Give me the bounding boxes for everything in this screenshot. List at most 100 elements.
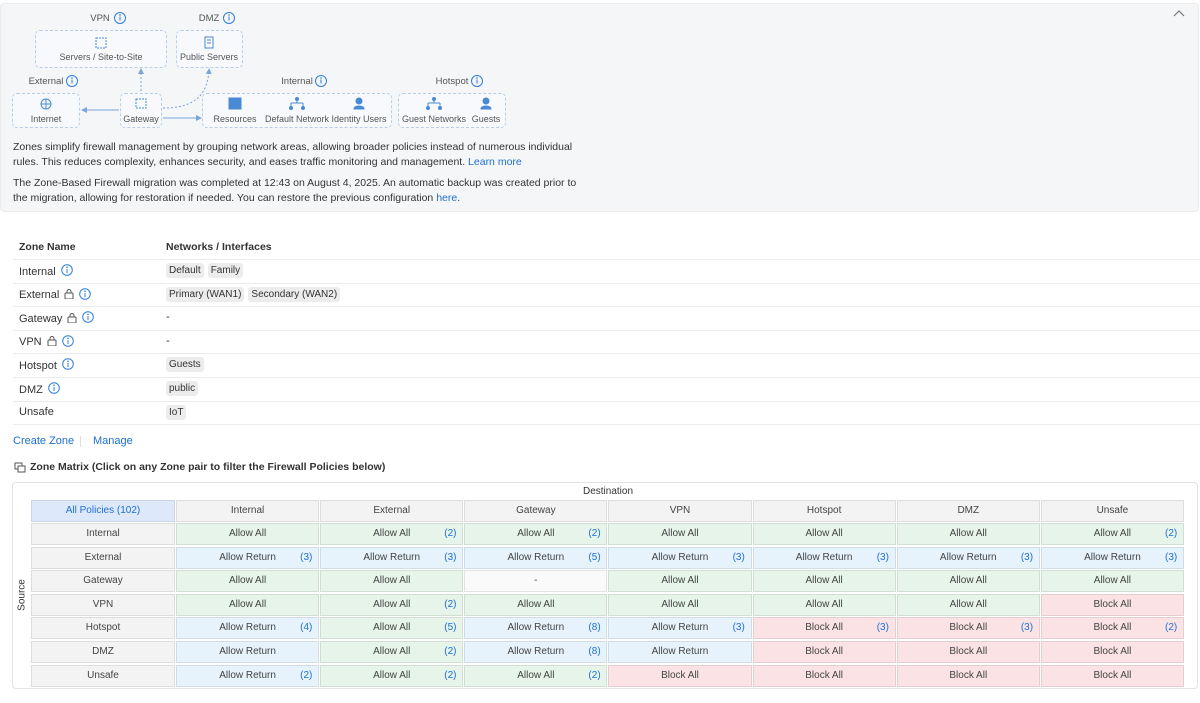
matrix-cell[interactable]: Allow All (1040, 570, 1184, 593)
row-header: Unsafe (31, 664, 175, 687)
matrix-cell[interactable]: Block All (1040, 641, 1184, 663)
matrix-cell[interactable]: - (464, 570, 608, 593)
matrix-cell[interactable]: Allow All (320, 593, 464, 616)
icon (40, 98, 52, 110)
matrix-cell[interactable]: Allow Return (752, 546, 896, 569)
network-chip: Primary (WAN1) (166, 286, 245, 302)
matrix-cell[interactable]: Allow All (320, 664, 464, 687)
zone-item: Gateway (123, 114, 159, 124)
matrix-cell[interactable]: Allow All (464, 523, 608, 545)
matrix-cell[interactable]: Allow Return (608, 617, 752, 640)
matrix-cell[interactable]: Block All (752, 617, 896, 640)
matrix-cell[interactable]: Allow All (176, 593, 320, 616)
zone-networks: Guests (166, 357, 208, 373)
zone-label: VPN (90, 13, 110, 24)
info-icon[interactable] (48, 382, 60, 397)
matrix-cell[interactable]: Allow Return (464, 546, 608, 569)
matrix-cell[interactable]: Allow All (176, 570, 320, 593)
matrix-cell[interactable]: Allow All (896, 593, 1040, 616)
zone-item: Public Servers (179, 52, 239, 62)
matrix-cell[interactable]: Allow All (608, 570, 752, 593)
info-icon[interactable] (79, 287, 92, 303)
policy-count: (2) (1165, 622, 1178, 634)
matrix-cell[interactable]: Block All (752, 641, 896, 663)
matrix-cell[interactable]: Block All (1040, 617, 1184, 640)
link[interactable]: Learn more (468, 156, 522, 168)
zone-name: DMZ (19, 383, 43, 396)
zone-label: Hotspot (435, 76, 469, 87)
matrix-cell[interactable]: Allow Return (176, 664, 320, 687)
matrix-cell[interactable]: Allow All (608, 523, 752, 545)
matrix-cell[interactable]: Allow All (1040, 523, 1184, 545)
zone-label: DMZ (198, 13, 220, 24)
zone-networks: - (166, 334, 170, 347)
info-icon[interactable] (82, 311, 95, 326)
intro-text: Zones simplify firewall management by gr… (13, 140, 583, 170)
matrix-cell[interactable]: Allow All (176, 523, 320, 545)
policy-count: (3) (876, 622, 889, 634)
create-zone-link[interactable]: Create Zone (13, 435, 75, 447)
matrix-cell[interactable]: Allow All (896, 523, 1040, 545)
matrix-cell[interactable]: Allow All (752, 593, 896, 616)
collapse-icon[interactable] (1172, 8, 1186, 18)
matrix-cell[interactable]: Allow All (464, 664, 608, 687)
matrix-cell[interactable]: Allow All (320, 617, 464, 640)
matrix-cell[interactable]: Block All (896, 617, 1040, 640)
zone-box (35, 30, 167, 68)
matrix-cell[interactable]: Allow All (320, 523, 464, 545)
matrix-cell[interactable]: Allow All (320, 570, 464, 593)
zone-item: Resources (213, 114, 257, 124)
row-header: Hotspot (31, 617, 175, 640)
row-header: Gateway (31, 570, 175, 593)
matrix-cell[interactable]: Allow All (320, 641, 464, 663)
matrix-cell[interactable]: Allow Return (608, 546, 752, 569)
matrix-cell[interactable]: Block All (1040, 664, 1184, 687)
text: Zones simplify firewall management by gr… (13, 141, 573, 168)
matrix-cell[interactable]: Allow Return (896, 546, 1040, 569)
matrix-cell[interactable]: Allow Return (608, 641, 752, 663)
policy-count: (5) (588, 551, 601, 563)
column-header: External (320, 500, 464, 522)
zone-item: Identity Users (331, 114, 387, 124)
network-chip: public (166, 381, 199, 396)
policy-count: (2) (1165, 528, 1178, 539)
policy-count: (2) (588, 669, 601, 681)
info-icon[interactable] (60, 264, 73, 279)
matrix-cell[interactable]: Allow Return (176, 546, 320, 569)
zone-item: Guest Networks (401, 114, 467, 124)
matrix-cell[interactable]: Allow Return (1040, 546, 1184, 569)
matrix-cell[interactable]: Block All (896, 641, 1040, 663)
source-label: Source (16, 579, 28, 611)
matrix-cell[interactable]: Allow Return (176, 617, 320, 640)
matrix-cell[interactable]: Allow All (752, 523, 896, 545)
policy-count: (2) (300, 669, 313, 681)
matrix-cell[interactable]: Allow All (464, 593, 608, 616)
matrix-cell[interactable]: Block All (608, 664, 752, 687)
column-header: VPN (608, 500, 752, 522)
matrix-cell[interactable]: Block All (1040, 593, 1184, 616)
matrix-icon (14, 462, 26, 473)
manage-link[interactable]: Manage (93, 435, 133, 447)
matrix-cell[interactable]: Allow Return (464, 641, 608, 663)
matrix-cell[interactable]: Block All (752, 664, 896, 687)
lock-icon (64, 288, 74, 302)
text: . (457, 192, 461, 204)
link[interactable]: here (436, 192, 458, 204)
matrix-cell[interactable]: Allow All (896, 570, 1040, 593)
matrix-cell[interactable]: Block All (896, 664, 1040, 687)
policy-count: (8) (588, 622, 601, 634)
column-header: Unsafe (1040, 500, 1184, 522)
text: The Zone-Based Firewall migration was co… (13, 177, 577, 204)
info-icon[interactable] (61, 334, 74, 350)
matrix-cell[interactable]: Allow Return (464, 617, 608, 640)
matrix-cell[interactable]: Allow All (752, 570, 896, 593)
matrix-cell[interactable]: Allow All (608, 593, 752, 616)
network-chip: Secondary (WAN2) (248, 286, 341, 302)
info-icon[interactable] (62, 358, 74, 373)
matrix-cell[interactable]: Allow Return (176, 641, 320, 663)
row-divider (13, 282, 1200, 284)
all-policies-button[interactable]: All Policies (102) (31, 500, 175, 522)
zone-row-name: DMZ (19, 382, 60, 397)
destination-label: Destination (582, 486, 634, 497)
matrix-cell[interactable]: Allow Return (320, 546, 464, 569)
